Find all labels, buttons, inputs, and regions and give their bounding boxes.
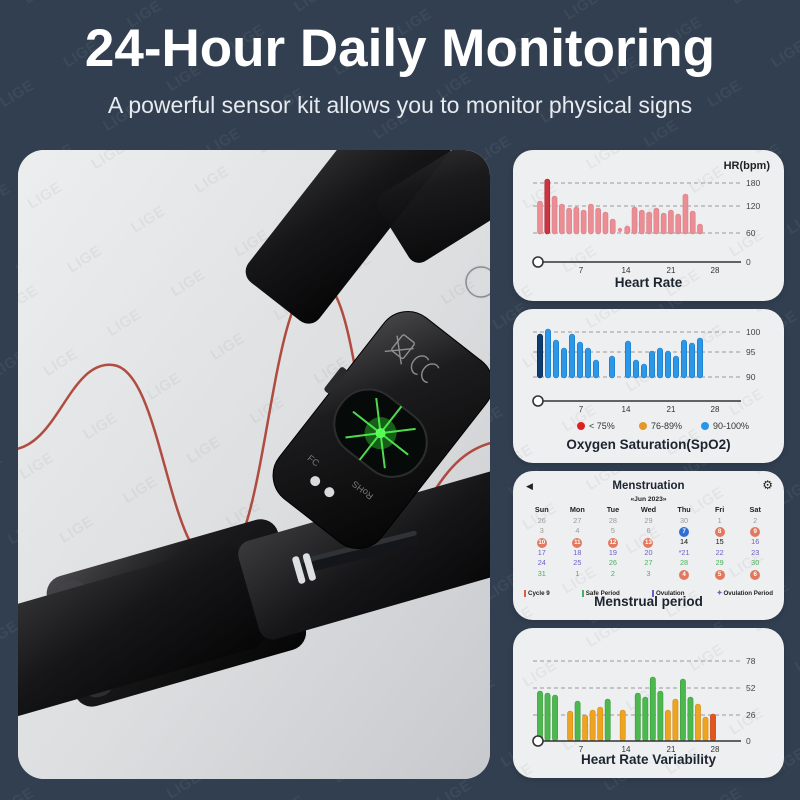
svg-text:180: 180: [746, 178, 760, 188]
svg-text:90: 90: [746, 372, 756, 382]
svg-text:7: 7: [579, 405, 584, 414]
svg-text:76-89%: 76-89%: [651, 421, 682, 431]
svg-text:100: 100: [746, 327, 760, 337]
svg-text:21: 21: [667, 266, 676, 275]
svg-text:0: 0: [746, 736, 751, 746]
svg-text:95: 95: [746, 347, 756, 357]
svg-text:14: 14: [622, 405, 631, 414]
svg-text:14: 14: [622, 266, 631, 275]
svg-text:28: 28: [711, 266, 720, 275]
svg-text:120: 120: [746, 201, 760, 211]
svg-text:26: 26: [746, 710, 756, 720]
svg-text:21: 21: [667, 405, 676, 414]
svg-text:60: 60: [746, 228, 756, 238]
svg-text:0: 0: [746, 257, 751, 267]
svg-text:52: 52: [746, 683, 756, 693]
svg-text:28: 28: [711, 405, 720, 414]
svg-text:7: 7: [579, 266, 584, 275]
svg-text:< 75%: < 75%: [589, 421, 615, 431]
svg-text:90-100%: 90-100%: [713, 421, 749, 431]
svg-text:78: 78: [746, 656, 756, 666]
